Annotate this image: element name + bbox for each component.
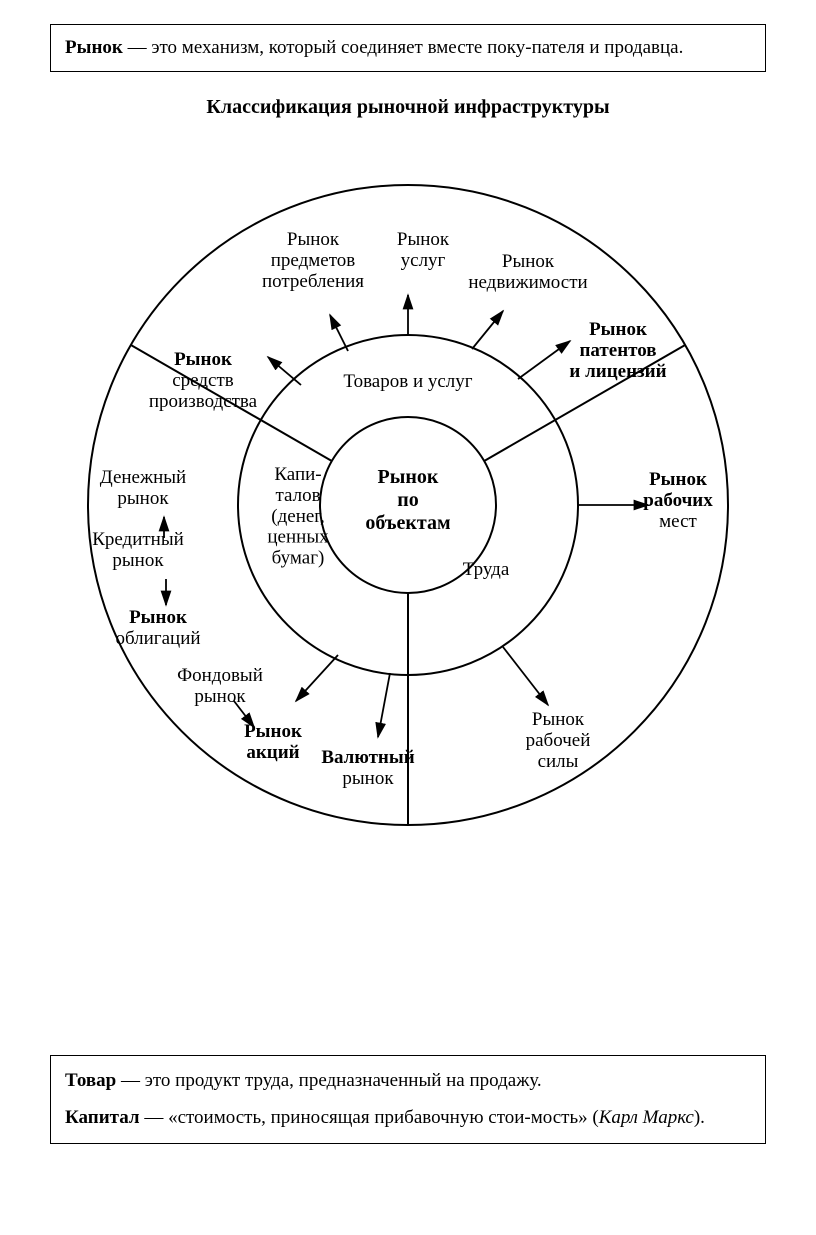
svg-text:Рынокпредметовпотребления: Рынокпредметовпотребления bbox=[262, 229, 364, 292]
svg-text:Рыноксредствпроизводства: Рыноксредствпроизводства bbox=[149, 349, 258, 412]
page: Рынок — это механизм, который соединяет … bbox=[0, 0, 816, 1235]
definition-box-bottom: Товар — это продукт труда, предназначенн… bbox=[50, 1055, 766, 1144]
svg-text:Рынокпообъектам: Рынокпообъектам bbox=[365, 466, 450, 534]
svg-text:Рынокрабочейсилы: Рынокрабочейсилы bbox=[526, 709, 591, 772]
term-kapital: Капитал bbox=[65, 1107, 140, 1128]
svg-text:Товаров и услуг: Товаров и услуг bbox=[343, 371, 472, 392]
svg-text:Труда: Труда bbox=[463, 559, 510, 580]
def-tovar: Товар — это продукт труда, предназначенн… bbox=[65, 1066, 751, 1095]
def-kapital-author: Карл Маркс bbox=[599, 1107, 694, 1128]
svg-text:Рынокоблигаций: Рынокоблигаций bbox=[115, 607, 200, 649]
term-rynok: Рынок bbox=[65, 37, 123, 58]
def-tovar-text: — это продукт труда, предназначенный на … bbox=[116, 1070, 542, 1091]
svg-text:Рынокакций: Рынокакций bbox=[244, 721, 302, 763]
diagram-svg: Рынокпообъектам Товаров и услуг Труда Капи-… bbox=[58, 125, 758, 865]
spacer bbox=[65, 1095, 751, 1103]
term-tovar: Товар bbox=[65, 1070, 116, 1091]
def-kapital-tail: ). bbox=[694, 1107, 705, 1128]
svg-text:Рынокрабочихмест: Рынокрабочихмест bbox=[643, 469, 713, 532]
svg-text:Денежныйрынок: Денежныйрынок bbox=[100, 467, 186, 509]
svg-text:Капи-талов(денег,ценныхбумаг): Капи-талов(денег,ценныхбумаг) bbox=[267, 464, 329, 569]
svg-text:Фондовыйрынок: Фондовыйрынок bbox=[177, 665, 263, 707]
svg-text:Кредитныйрынок: Кредитныйрынок bbox=[92, 529, 184, 571]
def-rynok-text: — это механизм, который соединяет вместе… bbox=[123, 37, 684, 58]
definition-box-top: Рынок — это механизм, который соединяет … bbox=[50, 24, 766, 72]
diagram-wrap: Рынокпообъектам Товаров и услуг Труда Капи-… bbox=[50, 125, 766, 865]
svg-text:Рынокпатентови лицензий: Рынокпатентови лицензий bbox=[569, 319, 666, 382]
svg-text:Рынокнедвижимости: Рынокнедвижимости bbox=[468, 251, 587, 293]
svg-text:Валютныйрынок: Валютныйрынок bbox=[321, 747, 414, 789]
diagram-title: Классификация рыночной инфраструктуры bbox=[50, 96, 766, 119]
def-kapital: Капитал — «стоимость, приносящая прибаво… bbox=[65, 1103, 751, 1132]
svg-text:Рынокуслуг: Рынокуслуг bbox=[397, 229, 450, 271]
def-kapital-text: — «стоимость, приносящая прибавочную сто… bbox=[140, 1107, 599, 1128]
